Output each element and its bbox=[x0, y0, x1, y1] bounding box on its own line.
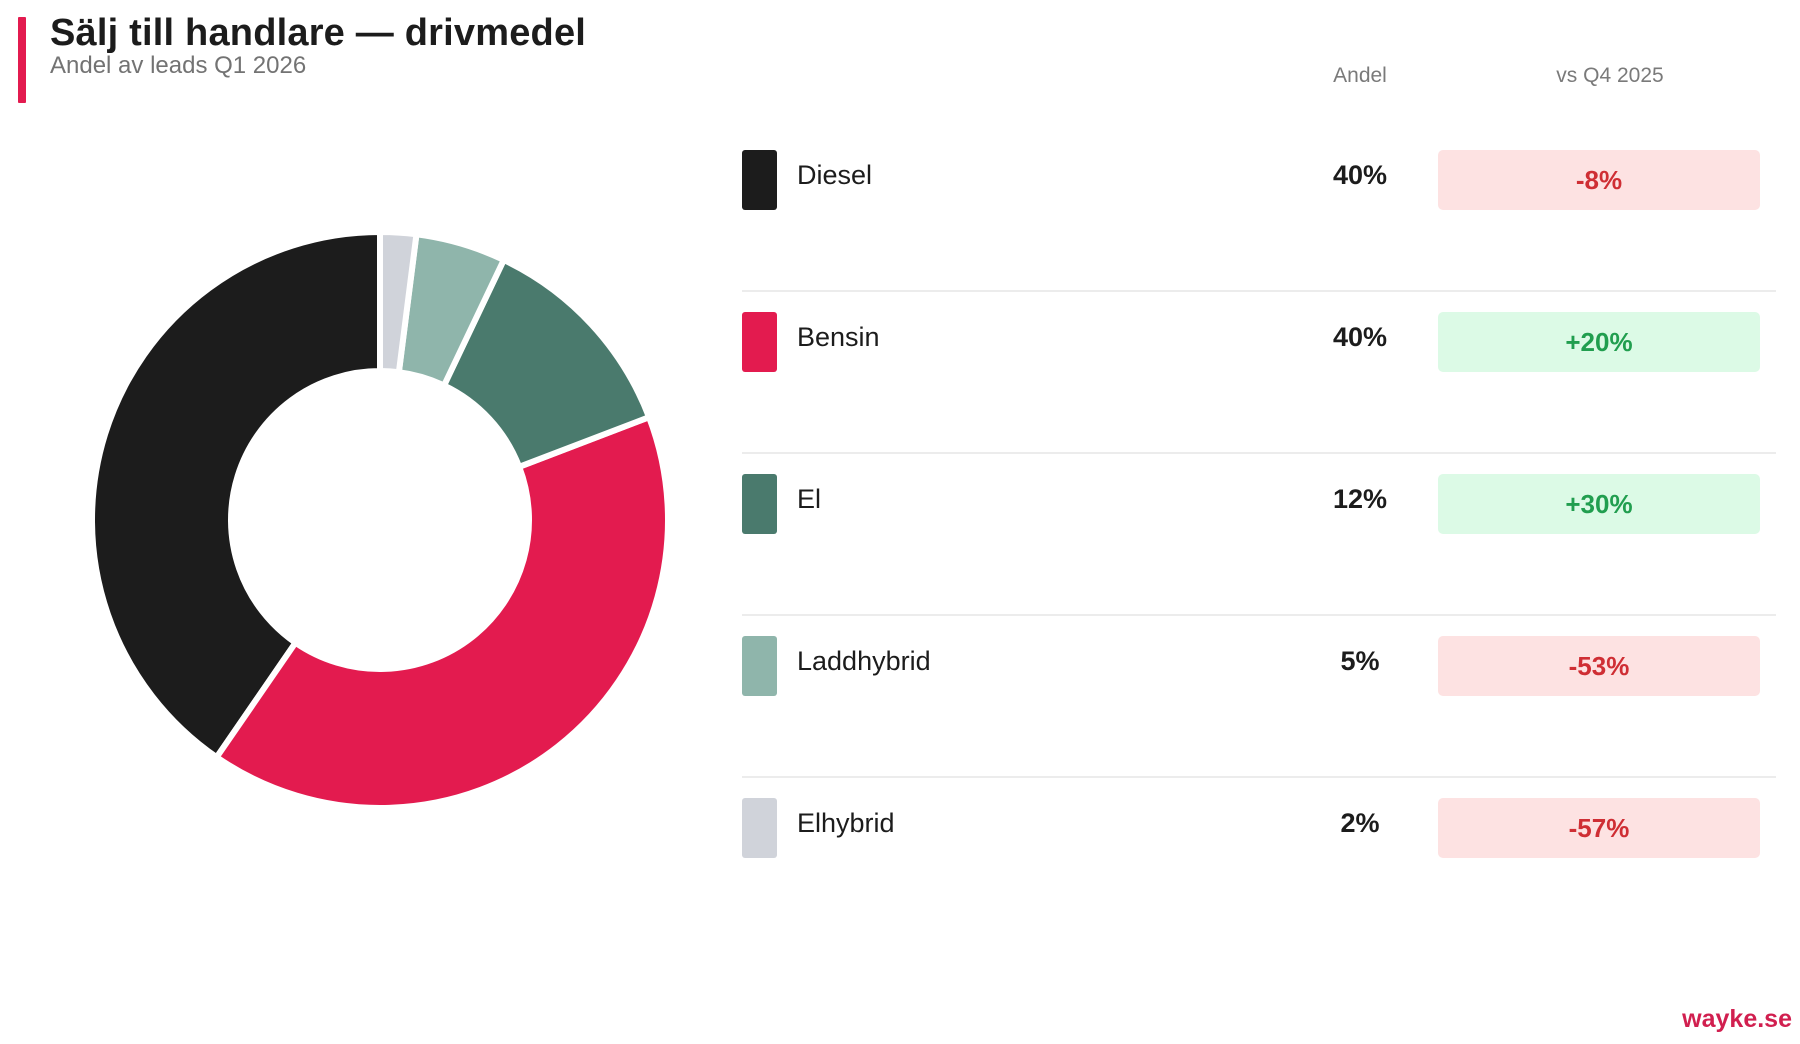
change-badge: -57% bbox=[1438, 798, 1760, 858]
change-badge: +30% bbox=[1438, 474, 1760, 534]
fuel-label: Bensin bbox=[797, 322, 880, 352]
share-value: 2% bbox=[1340, 808, 1380, 838]
donut-slices bbox=[90, 230, 670, 810]
legend-row-diesel: Diesel 40% -8% bbox=[742, 130, 1776, 292]
legend-row-elhybrid: Elhybrid 2% -57% bbox=[742, 778, 1776, 940]
fuel-label: El bbox=[797, 484, 822, 514]
donut-slice-elhybrid bbox=[377, 230, 420, 376]
fuel-label: Diesel bbox=[797, 160, 873, 190]
title-accent-bar bbox=[18, 17, 26, 103]
page-subtitle: Andel av leads Q1 2026 bbox=[50, 52, 307, 79]
legend-row-laddhybrid: Laddhybrid 5% -53% bbox=[742, 616, 1776, 778]
share-value: 40% bbox=[1332, 322, 1388, 352]
share-value: 12% bbox=[1332, 484, 1388, 514]
share-value: 40% bbox=[1332, 160, 1388, 190]
change-badge: +20% bbox=[1438, 312, 1760, 372]
fuel-label: Laddhybrid bbox=[797, 646, 931, 676]
legend-row-el: El 12% +30% bbox=[742, 454, 1776, 616]
column-header-change: vs Q4 2025 bbox=[1556, 64, 1664, 87]
change-badge: -53% bbox=[1438, 636, 1760, 696]
row-divider bbox=[742, 776, 1776, 778]
color-swatch bbox=[742, 474, 777, 534]
donut-slice-diesel bbox=[90, 230, 383, 762]
color-swatch bbox=[742, 312, 777, 372]
change-badge: -8% bbox=[1438, 150, 1760, 210]
brand-logo-text: wayke.se bbox=[1682, 1005, 1792, 1033]
donut-slice-bensin bbox=[212, 413, 670, 810]
row-divider bbox=[742, 452, 1776, 454]
page-title: Sälj till handlare — drivmedel bbox=[50, 12, 587, 54]
row-divider bbox=[742, 290, 1776, 292]
color-swatch bbox=[742, 636, 777, 696]
share-value: 5% bbox=[1340, 646, 1380, 676]
donut-chart bbox=[90, 230, 670, 810]
column-header-share: Andel bbox=[1333, 64, 1387, 87]
legend-row-bensin: Bensin 40% +20% bbox=[742, 292, 1776, 454]
color-swatch bbox=[742, 798, 777, 858]
row-divider bbox=[742, 614, 1776, 616]
fuel-label: Elhybrid bbox=[797, 808, 895, 838]
color-swatch bbox=[742, 150, 777, 210]
